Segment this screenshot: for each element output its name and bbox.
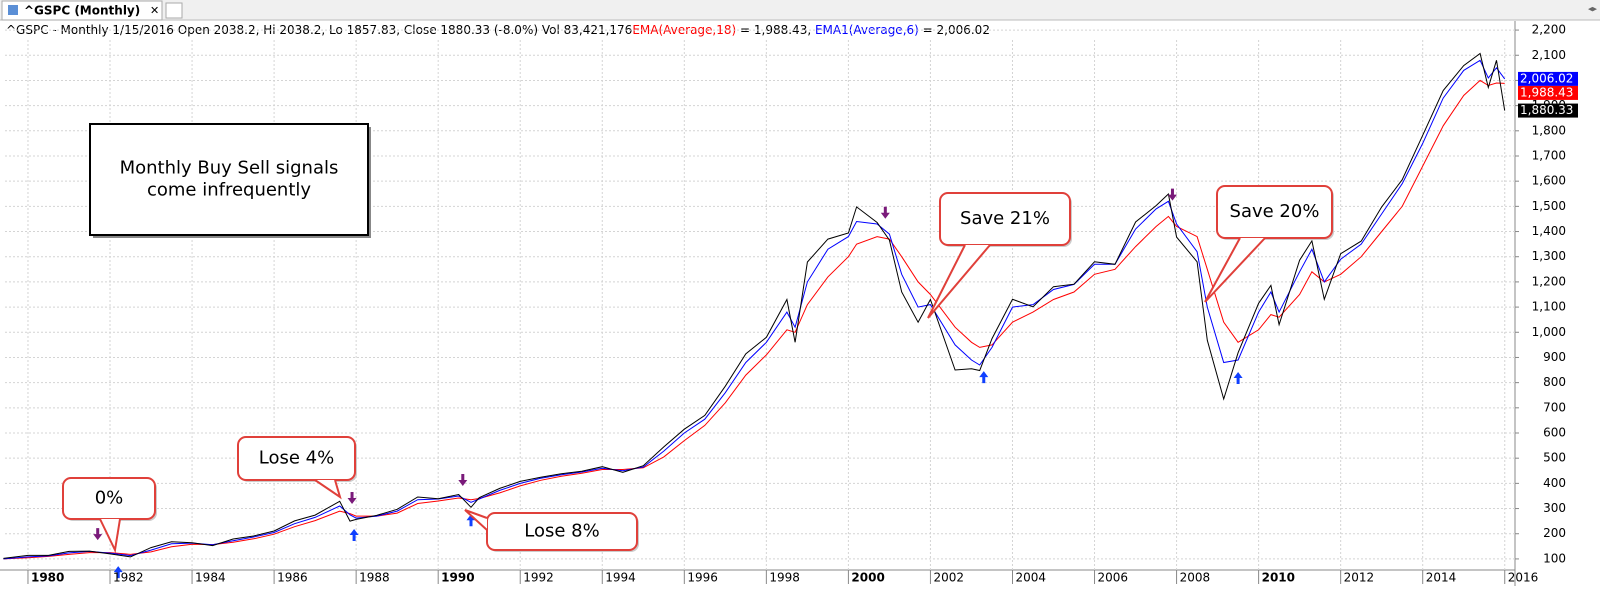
x-tick-label: 1990 bbox=[441, 571, 474, 585]
x-tick-label: 1982 bbox=[113, 571, 144, 585]
y-tick-label: 1,400 bbox=[1532, 224, 1566, 238]
annotation-text: Save 21% bbox=[960, 208, 1050, 229]
data-layer bbox=[3, 52, 1506, 560]
callout-box bbox=[939, 192, 1071, 246]
y-tick-label: 400 bbox=[1543, 476, 1566, 490]
y-tick-label: 200 bbox=[1543, 526, 1566, 540]
x-tick-label: 2010 bbox=[1262, 571, 1295, 585]
buy-arrow bbox=[113, 566, 123, 579]
tab-scroll[interactable]: ◂▸ bbox=[1588, 5, 1598, 15]
annotation-box bbox=[89, 123, 369, 236]
buy-arrow bbox=[349, 529, 359, 542]
price-line bbox=[3, 59, 1506, 560]
tab-title: ^GSPC (Monthly) bbox=[24, 4, 140, 18]
callout-tail bbox=[927, 244, 991, 319]
x-tick-label: 2014 bbox=[1426, 571, 1457, 585]
sell-arrow bbox=[880, 206, 890, 219]
x-tick-label: 1986 bbox=[277, 571, 308, 585]
y-tick-label: 1,200 bbox=[1532, 274, 1566, 288]
y-tick-label: 2,200 bbox=[1532, 23, 1566, 37]
ema18-name: EMA(Average,18) bbox=[632, 23, 736, 37]
annotation-text: Save 20% bbox=[1230, 201, 1320, 222]
y-tick-label: 1,100 bbox=[1532, 300, 1566, 314]
x-tick-label: 2004 bbox=[1015, 571, 1046, 585]
y-tick-label: 1,500 bbox=[1532, 199, 1566, 213]
y-tick-label: 1,700 bbox=[1532, 148, 1566, 162]
y-tick-label: 500 bbox=[1543, 451, 1566, 465]
annotation-text: Monthly Buy Sell signals bbox=[120, 158, 339, 179]
annotation: Save 21% bbox=[927, 192, 1072, 319]
y-tick-label: 1,800 bbox=[1532, 123, 1566, 137]
annotation: Lose 4% bbox=[237, 436, 357, 500]
ema6-name: EMA1(Average,6) bbox=[815, 23, 919, 37]
ema18-value: = 1,988.43, bbox=[736, 23, 815, 37]
tab-icon bbox=[8, 5, 18, 15]
y-tick-label: 900 bbox=[1543, 350, 1566, 364]
x-tick-label: 1998 bbox=[769, 571, 800, 585]
ema6-value: = 2,006.02 bbox=[919, 23, 990, 37]
grid-layer bbox=[5, 29, 1515, 570]
price-tag-label: 1,880.33 bbox=[1520, 103, 1573, 117]
x-tick-label: 2000 bbox=[851, 571, 884, 585]
y-tick-label: 800 bbox=[1543, 375, 1566, 389]
new-tab[interactable] bbox=[165, 2, 183, 19]
y-tick-label: 100 bbox=[1543, 551, 1566, 565]
callout-box bbox=[486, 512, 638, 551]
y-tick-label: 1,300 bbox=[1532, 249, 1566, 263]
tab-close[interactable]: ✕ bbox=[150, 4, 159, 17]
annotation: Lose 8% bbox=[464, 509, 639, 552]
annotation-text: Lose 8% bbox=[524, 521, 599, 542]
header-info: ^GSPC - Monthly 1/15/2016 Open 2038.2, H… bbox=[6, 23, 632, 37]
tab-bar bbox=[0, 0, 1600, 20]
price-tag bbox=[1518, 85, 1578, 100]
sell-arrow bbox=[458, 474, 468, 487]
annotation: Save 20% bbox=[1204, 185, 1334, 303]
callout-tail bbox=[99, 518, 121, 554]
callout-box bbox=[1216, 185, 1333, 239]
x-tick-label: 2002 bbox=[933, 571, 964, 585]
callout-tail-fill bbox=[100, 519, 120, 550]
buy-arrow bbox=[1233, 371, 1243, 384]
annotation-text: come infrequently bbox=[147, 180, 311, 201]
y-tick-label: 700 bbox=[1543, 400, 1566, 414]
callout-tail bbox=[464, 509, 488, 531]
buy-arrow bbox=[979, 371, 989, 384]
x-tick-label: 2006 bbox=[1098, 571, 1129, 585]
x-tick-label: 2012 bbox=[1344, 571, 1375, 585]
y-tick-label: 2,100 bbox=[1532, 48, 1566, 62]
x-tick-label: 2008 bbox=[1180, 571, 1211, 585]
sell-arrow bbox=[1167, 188, 1177, 201]
x-tick-label: 1992 bbox=[523, 571, 554, 585]
y-tick-label: 600 bbox=[1543, 426, 1566, 440]
x-tick-label: 1980 bbox=[31, 571, 64, 585]
y-tick-label: 1,000 bbox=[1532, 325, 1566, 339]
annotation-text: 0% bbox=[95, 488, 124, 509]
y-tick-label: 300 bbox=[1543, 501, 1566, 515]
tab[interactable] bbox=[1, 0, 163, 21]
price-tag-label: 1,988.43 bbox=[1520, 85, 1573, 99]
callout-tail bbox=[1204, 237, 1266, 303]
annotation: 0% bbox=[62, 477, 157, 554]
price-tag bbox=[1518, 71, 1578, 86]
price-tag bbox=[1518, 103, 1578, 118]
x-tick-label: 1994 bbox=[605, 571, 636, 585]
x-tick-label: 1996 bbox=[687, 571, 718, 585]
price-tag-label: 2,006.02 bbox=[1520, 71, 1573, 85]
x-tick-label: 1988 bbox=[359, 571, 390, 585]
annotation-text: Lose 4% bbox=[259, 448, 334, 469]
y-tick-label: 1,600 bbox=[1532, 174, 1566, 188]
header: ^GSPC - Monthly 1/15/2016 Open 2038.2, H… bbox=[6, 23, 990, 37]
x-tick-label: 1984 bbox=[195, 571, 226, 585]
callout-tail bbox=[314, 479, 342, 500]
price-line bbox=[3, 52, 1506, 559]
sell-arrow bbox=[93, 528, 103, 541]
sell-arrow bbox=[347, 491, 357, 504]
x-tick-label: 2016 bbox=[1508, 571, 1539, 585]
callout-box bbox=[237, 436, 356, 481]
